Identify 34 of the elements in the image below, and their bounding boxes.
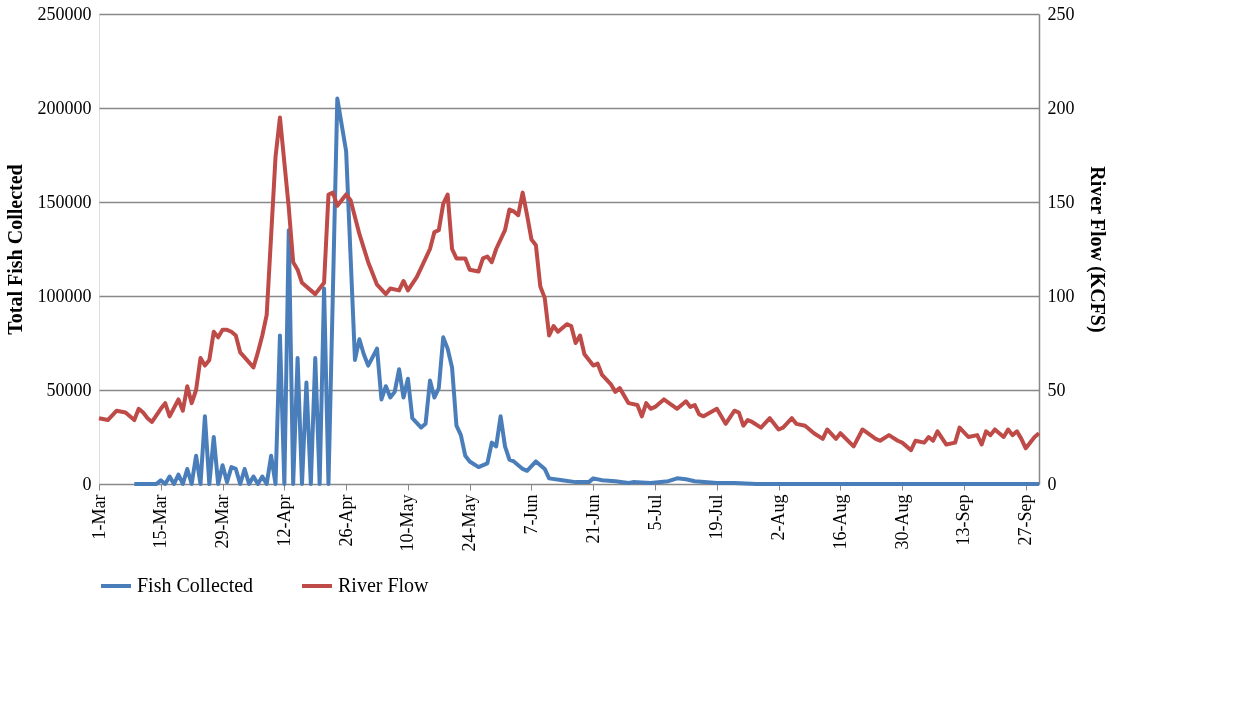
x-tick-label: 15-Mar [150,494,171,549]
y-tick-label: 200000 [37,97,92,118]
y-tick-label: 0 [82,473,92,494]
x-tick-label: 26-Apr [335,494,356,547]
y-tick-label: 50000 [46,379,92,400]
y-tick-label: 250000 [37,3,92,24]
x-tick-label: 12-Apr [273,494,294,547]
x-tick-label: 10-May [397,494,418,552]
y2-tick-label: 250 [1047,3,1075,24]
y2-axis-title: River Flow (KCFS) [1085,166,1109,333]
line-series [97,115,1041,453]
y2-tick-label: 200 [1047,97,1075,118]
x-tick-label: 16-Aug [829,494,850,550]
x-tick-label: 21-Jun [582,494,603,544]
y2-tick-label: 100 [1047,285,1075,306]
y2-tick-label: 50 [1047,379,1066,400]
x-tick-label: 1-Mar [88,494,109,540]
legend-label: River Flow [338,574,430,596]
line-series [132,96,1041,486]
y2-tick-label: 150 [1047,191,1075,212]
x-tick-label: 2-Aug [768,494,789,541]
y-tick-label: 100000 [37,285,92,306]
x-tick-label: 27-Sep [1015,494,1036,546]
legend-label: Fish Collected [137,574,254,596]
y2-tick-label: 0 [1047,473,1057,494]
y-axis-title: Total Fish Collected [3,164,26,335]
x-tick-label: 5-Jul [644,494,665,531]
y-tick-label: 150000 [37,191,92,212]
x-tick-label: 24-May [459,494,480,552]
x-tick-label: 7-Jun [520,494,541,535]
x-tick-label: 30-Aug [891,494,912,550]
x-tick-label: 13-Sep [953,494,974,546]
x-tick-label: 29-Mar [212,494,233,549]
x-tick-label: 19-Jul [706,494,727,540]
